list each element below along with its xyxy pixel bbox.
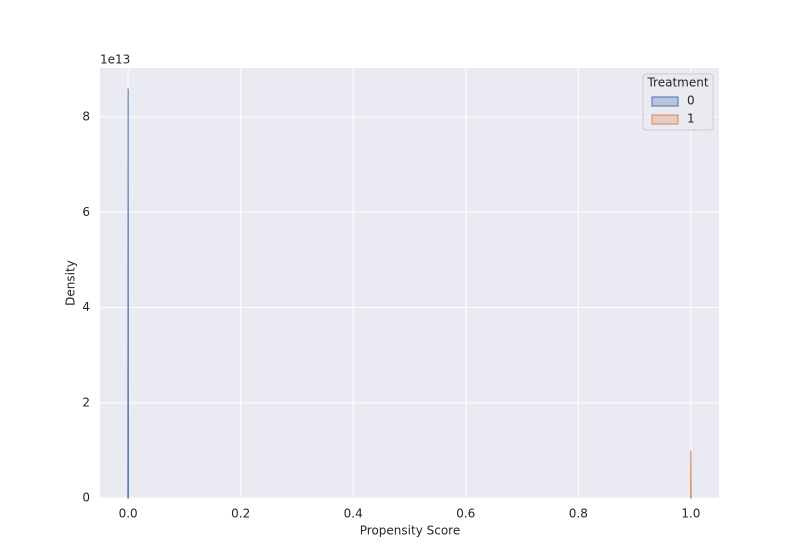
legend-label: 1: [687, 112, 695, 126]
y-tick-label: 2: [82, 395, 90, 409]
marks: [127, 88, 692, 499]
density-area: [127, 88, 129, 499]
x-tick-label: 1.0: [681, 507, 700, 521]
y-axis-label: Density: [64, 260, 78, 306]
legend-swatch: [651, 96, 679, 107]
x-tick-label: 0.6: [456, 507, 475, 521]
y-tick-label: 4: [82, 300, 90, 314]
y-tick-label: 8: [82, 110, 90, 124]
y-tick-label: 0: [82, 491, 90, 505]
x-tick-label: 0.8: [569, 507, 588, 521]
legend-label: 0: [687, 94, 695, 108]
plot-area: [100, 68, 719, 498]
legend-title: Treatment: [646, 76, 708, 90]
x-tick-label: 0.0: [119, 507, 138, 521]
x-axis-label: Propensity Score: [360, 524, 460, 538]
x-tick-label: 0.4: [344, 507, 363, 521]
legend-swatch: [651, 114, 679, 125]
y-offset-label: 1e13: [100, 53, 130, 67]
y-tick-label: 6: [82, 205, 90, 219]
x-tick-label: 0.2: [231, 507, 250, 521]
density-area: [690, 450, 692, 499]
